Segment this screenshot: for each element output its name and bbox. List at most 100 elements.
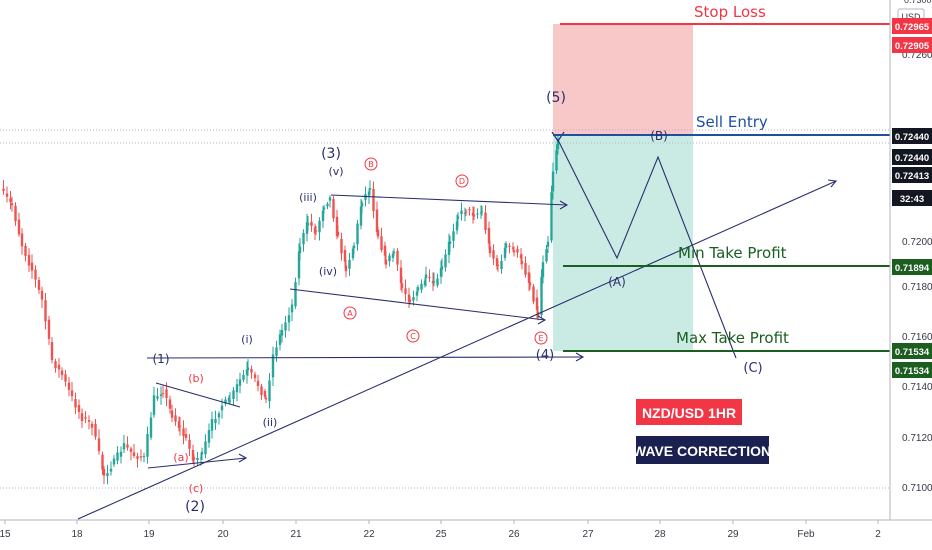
candle <box>468 206 471 216</box>
candle <box>112 454 116 468</box>
candle <box>238 372 242 394</box>
projected-abc-path <box>557 139 737 359</box>
candle <box>528 273 532 290</box>
wave-label-ii: (ii) <box>263 416 278 429</box>
candle <box>9 191 12 210</box>
candle <box>463 207 467 222</box>
candle <box>177 416 181 432</box>
candle <box>447 233 451 264</box>
candle <box>14 202 17 226</box>
candle <box>322 204 326 214</box>
candle <box>420 279 423 293</box>
candle <box>132 443 136 459</box>
candle <box>191 444 195 464</box>
time-tick-label: 20 <box>217 529 229 540</box>
candle <box>555 144 558 175</box>
wave-label-c: C <box>406 329 420 343</box>
time-tick-label: 25 <box>435 529 447 540</box>
candle <box>305 213 309 242</box>
svg-text:A: A <box>347 309 353 318</box>
wave-2-base-line <box>147 457 247 469</box>
candle <box>54 358 57 373</box>
svg-text:0.71894: 0.71894 <box>895 263 930 274</box>
candle <box>480 205 484 216</box>
candle <box>484 205 487 235</box>
candle <box>384 250 388 269</box>
wave-4-upper-arrowhead <box>559 200 569 210</box>
candle <box>476 208 479 219</box>
candle <box>242 369 245 383</box>
candle <box>452 223 455 249</box>
candle <box>263 389 267 399</box>
candle <box>106 464 109 485</box>
price-badge: 0.71534 <box>892 343 932 359</box>
candle <box>260 383 263 400</box>
candle <box>432 272 436 287</box>
candle <box>152 386 156 418</box>
candle <box>37 276 41 294</box>
time-tick-label: 29 <box>727 529 739 540</box>
candle <box>356 220 359 251</box>
candle <box>34 265 37 288</box>
svg-text:32:43: 32:43 <box>900 194 924 205</box>
candle <box>326 201 329 210</box>
candle <box>30 254 34 279</box>
candle <box>245 361 249 384</box>
wave-label-5: (5) <box>546 90 566 106</box>
candle <box>290 299 294 322</box>
candle <box>87 415 91 430</box>
svg-text:WAVE CORRECTION: WAVE CORRECTION <box>633 443 771 459</box>
wave-2-base-arrowhead <box>238 453 248 463</box>
main-trendline-arrowhead <box>827 179 838 188</box>
candle <box>182 420 185 445</box>
candle <box>508 243 511 254</box>
candle <box>287 307 291 332</box>
candle <box>545 245 548 264</box>
wave-label-1: (1) <box>153 352 170 366</box>
price-badge: 0.71534 <box>892 362 932 378</box>
candle <box>380 227 383 253</box>
candle <box>360 200 364 214</box>
candle <box>472 206 476 221</box>
candle <box>264 395 268 404</box>
candle <box>294 277 297 309</box>
time-tick-label: 22 <box>363 529 375 540</box>
candle <box>97 429 101 455</box>
candle <box>343 245 347 269</box>
price-badge: 32:43 <box>892 190 932 206</box>
wave-label-c: (c) <box>189 482 204 495</box>
wave-label-i: (i) <box>241 333 253 346</box>
candle <box>540 269 543 319</box>
svg-text:0.71534: 0.71534 <box>895 347 930 358</box>
candle <box>139 449 143 462</box>
candle <box>512 246 516 257</box>
candle <box>102 466 106 485</box>
candle <box>275 340 278 362</box>
candle <box>156 387 159 401</box>
candle <box>284 315 287 338</box>
candle <box>404 279 407 302</box>
candle <box>372 181 375 219</box>
candle <box>204 434 207 459</box>
candle <box>44 293 47 330</box>
candle <box>27 248 31 272</box>
candle <box>227 395 231 404</box>
price-badge: 0.72440 <box>892 149 932 165</box>
time-tick-label: 27 <box>582 529 594 540</box>
wave-label-a: (A) <box>608 275 626 289</box>
candle <box>439 260 443 284</box>
wave-4-horizontal-line <box>146 356 584 359</box>
time-axis[interactable] <box>0 520 932 550</box>
svg-text:D: D <box>459 177 465 186</box>
candle <box>520 253 524 270</box>
candle <box>444 249 447 272</box>
price-badge: 0.71894 <box>892 259 932 275</box>
candle <box>448 235 452 253</box>
candle <box>129 446 133 461</box>
sell-entry-label: Sell Entry <box>696 113 768 131</box>
